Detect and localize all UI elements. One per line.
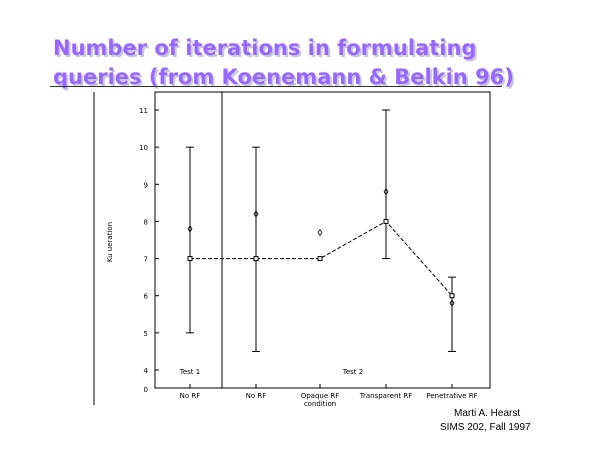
x-tick-label: Transparent RF xyxy=(359,392,413,400)
x-tick-label: Penetrative RF xyxy=(426,392,477,400)
slide-title-line-1: Number of iterations in formulating xyxy=(53,36,477,60)
title-divider xyxy=(50,86,502,87)
y-tick-label: 4 xyxy=(144,367,149,375)
x-tick-sublabel: condition xyxy=(304,400,336,408)
slide-title-line-2: queries (from Koenemann & Belkin 96) xyxy=(53,65,514,89)
secondary-point xyxy=(383,187,389,196)
y-tick-label: 5 xyxy=(144,330,148,338)
secondary-point xyxy=(253,210,259,218)
secondary-point xyxy=(187,225,193,233)
y-tick-label: 0 xyxy=(144,386,148,394)
group-label-test-1: Test 1 xyxy=(179,368,200,376)
x-tick-label: No RF xyxy=(246,392,267,400)
secondary-point xyxy=(317,228,323,237)
slide-title: Number of iterations in formulating quer… xyxy=(53,34,533,92)
mean-point xyxy=(317,256,323,262)
y-axis-label: Ku ueration xyxy=(106,222,114,262)
mean-point xyxy=(449,293,455,299)
mean-point xyxy=(383,218,389,224)
group-label-test-2: Test 2 xyxy=(342,368,363,376)
y-tick-label: 6 xyxy=(144,293,149,301)
x-tick-label: Opaque RF xyxy=(301,392,340,400)
mean-point xyxy=(187,256,193,262)
y-tick-label: 7 xyxy=(144,256,148,264)
y-tick-label: 9 xyxy=(144,181,148,189)
y-tick-label: 10 xyxy=(139,144,148,152)
y-tick-label: 11 xyxy=(139,107,148,115)
slide-credit: Marti A. Hearst SIMS 202, Fall 1997 xyxy=(440,407,560,435)
credit-author: Marti A. Hearst xyxy=(454,408,521,419)
plot-frame xyxy=(154,91,491,389)
mean-point xyxy=(253,256,259,262)
credit-course: SIMS 202, Fall 1997 xyxy=(440,422,531,433)
y-tick-label: 8 xyxy=(144,218,148,226)
x-tick-label: No RF xyxy=(180,392,201,400)
secondary-point xyxy=(449,299,455,307)
